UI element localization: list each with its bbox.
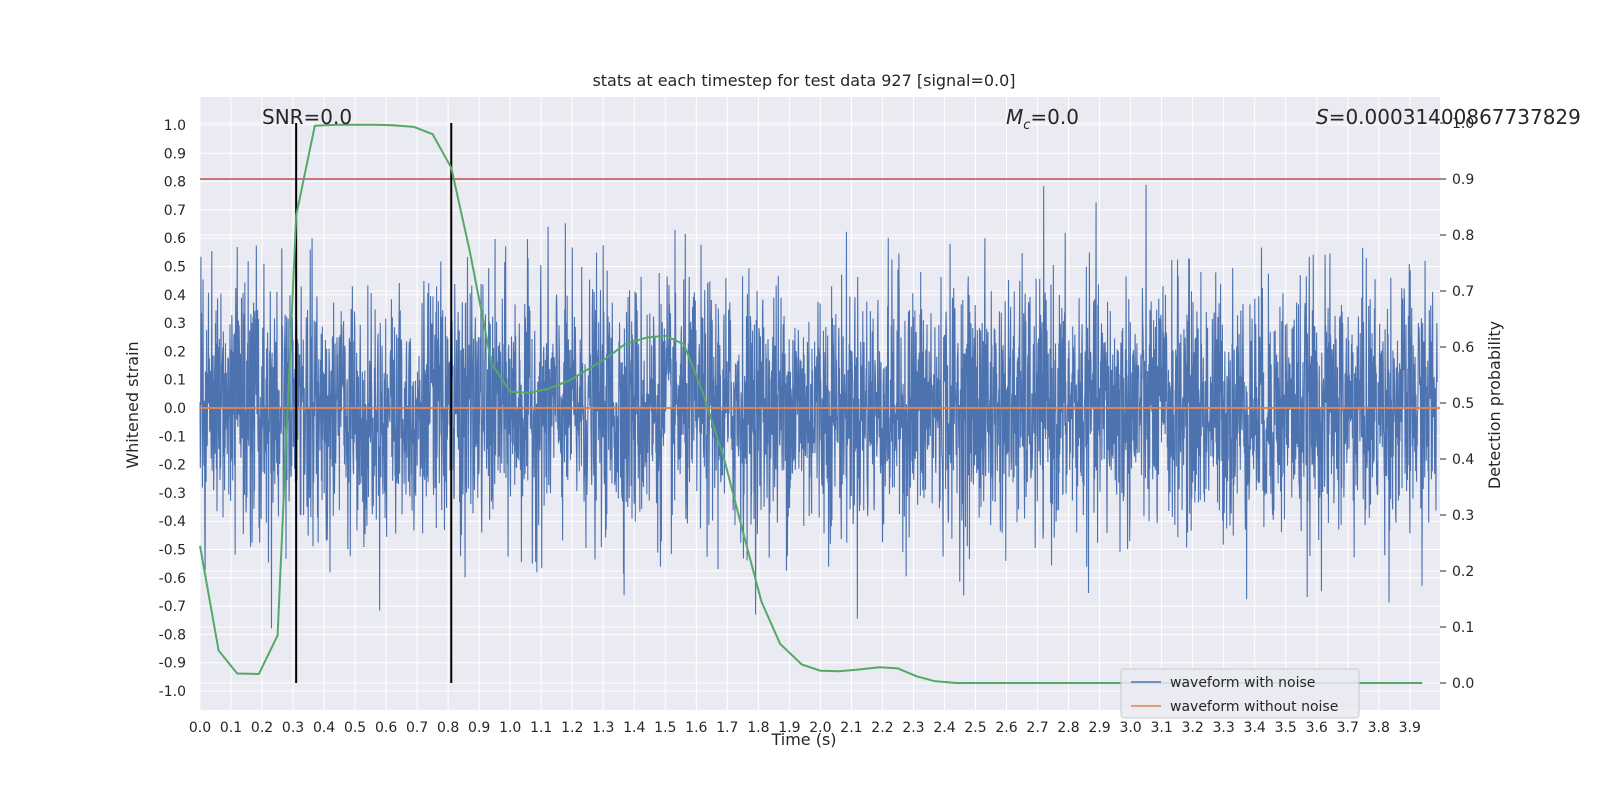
x-tick-label: 3.5 [1275,720,1297,736]
y-tick-label: -0.5 [159,543,186,559]
chirp-mass-symbol: M [1006,105,1023,129]
s-symbol: S [1316,105,1329,129]
x-tick-label: 0.2 [251,720,273,736]
chirp-mass-subscript: c [1023,118,1030,133]
y-tick-label: 0.9 [164,146,186,162]
s-value: =0.00031400867737829 [1329,105,1581,129]
x-tick-label: 3.2 [1182,720,1204,736]
x-tick-label: 1.6 [685,720,707,736]
x-tick-label: 1.5 [654,720,676,736]
y2-tick-label: 0.3 [1452,508,1474,524]
y-tick-label: 0.8 [164,175,186,191]
y-axis-label: Whitened strain [123,341,142,468]
y2-tick-label: 0.9 [1452,172,1474,188]
x-tick-label: 1.4 [623,720,645,736]
x-tick-label: 1.3 [592,720,614,736]
chart-title: stats at each timestep for test data 927… [592,71,1015,90]
chirp-mass-value: =0.0 [1030,105,1079,129]
y2-tick-label: 1.0 [1452,116,1474,132]
y2-tick-label: 0.6 [1452,340,1474,356]
x-tick-label: 2.9 [1088,720,1110,736]
x-tick-label: 0.6 [375,720,397,736]
y-tick-label: 0.1 [164,373,186,389]
y-tick-label: -0.2 [159,458,186,474]
x-axis-label: Time (s) [770,730,836,749]
x-axis-ticks: 0.0 0.1 0.2 0.3 0.4 0.5 0.6 0.7 0.8 0.9 1.0 1.1 1.2 1… [189,720,1421,736]
y-tick-label: -0.3 [159,486,186,502]
legend-entry-clean: waveform without noise [1170,699,1338,715]
y-tick-label: 0.4 [164,288,186,304]
y-tick-label: 0.7 [164,203,186,219]
x-tick-label: 0.1 [220,720,242,736]
y-axis-ticks: 1.0 0.9 0.8 0.7 0.6 0.5 0.4 0.3 0.2 0.1 0.0 -0.1 -0.… [159,118,186,700]
x-tick-label: 2.2 [871,720,893,736]
noise-series-line [199,184,1438,629]
y2-axis-label: Detection probability [1485,321,1504,489]
x-tick-label: 2.4 [933,720,955,736]
x-tick-label: 0.8 [437,720,459,736]
y-tick-label: -0.7 [159,599,186,615]
x-tick-label: 3.0 [1119,720,1141,736]
x-tick-label: 3.7 [1337,720,1359,736]
x-tick-label: 1.1 [530,720,552,736]
x-tick-label: 1.8 [747,720,769,736]
x-tick-label: 3.9 [1399,720,1421,736]
y-tick-label: 0.6 [164,231,186,247]
y-tick-label: 0.0 [164,401,186,417]
y-tick-label: -0.8 [159,627,186,643]
x-tick-label: 3.4 [1244,720,1266,736]
x-tick-label: 0.5 [344,720,366,736]
legend-box [1120,668,1360,719]
legend-entry-noise: waveform with noise [1170,675,1315,691]
y-tick-label: 0.2 [164,344,186,360]
x-tick-label: 2.3 [902,720,924,736]
x-tick-label: 2.0 [809,720,831,736]
x-tick-label: 0.4 [313,720,335,736]
y2-tick-label: 0.0 [1452,676,1474,692]
x-tick-label: 0.7 [406,720,428,736]
y2-axis-ticks: 1.0 0.9 0.8 0.7 0.6 0.5 0.4 0.3 0.2 0.1 0.0 [1440,116,1474,692]
x-tick-label: 1.7 [716,720,738,736]
y2-tick-label: 0.4 [1452,452,1474,468]
snr-annotation: SNR=0.0 [262,105,352,129]
x-tick-label: 2.6 [995,720,1017,736]
x-tick-label: 1.9 [778,720,800,736]
x-tick-label: 1.2 [561,720,583,736]
y-tick-label: -1.0 [159,684,186,700]
x-tick-label: 2.5 [964,720,986,736]
y-tick-label: 0.3 [164,316,186,332]
y-tick-label: -0.1 [159,429,186,445]
y2-tick-label: 0.1 [1452,620,1474,636]
x-tick-label: 1.0 [499,720,521,736]
y-tick-label: -0.9 [159,656,186,672]
x-tick-label: 2.7 [1026,720,1048,736]
y2-tick-label: 0.2 [1452,564,1474,580]
x-tick-label: 2.1 [840,720,862,736]
x-tick-label: 3.8 [1368,720,1390,736]
x-tick-label: 3.1 [1150,720,1172,736]
y-tick-label: 0.5 [164,260,186,276]
x-tick-label: 0.0 [189,720,211,736]
x-tick-label: 3.3 [1213,720,1235,736]
y2-tick-label: 0.8 [1452,228,1474,244]
x-tick-label: 0.9 [468,720,490,736]
y2-tick-label: 0.5 [1452,396,1474,412]
x-tick-label: 0.3 [282,720,304,736]
noise-waveform-layer [199,184,1438,629]
y2-tick-label: 0.7 [1452,284,1474,300]
y-tick-label: -0.4 [159,514,186,530]
x-tick-label: 3.6 [1306,720,1328,736]
legend: waveform with noise waveform without noi… [1120,668,1360,719]
y-tick-label: 1.0 [164,118,186,134]
x-tick-label: 2.8 [1057,720,1079,736]
chirp-mass-annotation: Mc=0.0 [1006,105,1079,133]
s-annotation: S=0.00031400867737829 [1316,105,1581,129]
y-tick-label: -0.6 [159,571,186,587]
